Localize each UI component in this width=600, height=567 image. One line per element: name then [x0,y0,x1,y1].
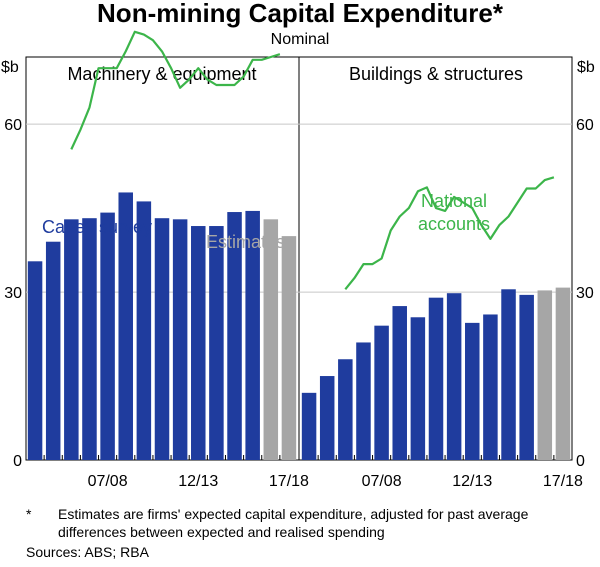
y-tick-label-left: 0 [13,453,22,470]
capex-bar [245,210,260,460]
sources-note: Sources: ABS; RBA [26,544,149,560]
y-tick-label-right: 60 [576,117,594,134]
capex-bar [172,219,188,460]
national-accounts-label-line2: accounts [418,214,490,234]
capex-bar [118,192,133,461]
estimate-bar [281,236,297,460]
capex-bar [483,314,498,460]
footnote-text: Estimates are firms' expected capital ex… [58,506,529,540]
capex-bar [209,226,224,460]
national-accounts-line [344,176,555,290]
footnote-marker: * [26,506,32,522]
national-accounts-line [70,30,281,150]
x-tick-label: 07/08 [362,473,402,490]
y-unit-label-left: $b [1,59,19,76]
capex-bar [392,306,407,460]
capex-bar [45,241,61,460]
capex-bar [82,218,97,460]
capex-bar [501,289,516,460]
capex-bar [227,212,242,460]
national-accounts-label-line1: National [421,191,487,211]
capex-bar [446,293,462,460]
capex-bar [519,294,534,460]
x-tick-label: 12/13 [178,473,218,490]
y-tick-label-left: 30 [4,285,22,302]
estimates-label: Estimates [206,232,285,252]
capex-bar [154,218,170,460]
capex-bar [356,342,371,460]
capex-bar [27,261,43,460]
y-tick-label-left: 60 [4,117,22,134]
chart-subtitle: Nominal [270,31,330,48]
x-tick-label: 12/13 [452,473,492,490]
estimate-bar [555,287,571,460]
capex-bar [301,392,317,460]
estimate-bar [537,290,553,460]
y-unit-label-right: $b [577,59,595,76]
capex-bar [319,376,335,460]
capex-bar [338,359,353,460]
capex-bar [428,297,444,460]
capex-bar [410,317,426,460]
x-tick-label: 17/18 [543,473,583,490]
y-tick-label-right: 30 [576,285,594,302]
capex-bar [100,212,115,460]
capex-bar [374,325,389,460]
x-tick-label: 07/08 [88,473,128,490]
panel-title: Buildings & structures [349,64,523,84]
y-tick-label-right: 0 [576,453,585,470]
estimate-bar [263,219,279,460]
capex-survey-label: Capex survey [42,217,152,237]
capex-bar [136,201,152,461]
chart-title: Non-mining Capital Expenditure* [97,0,503,28]
capex-bar [191,226,206,460]
capex-bar [64,219,79,460]
x-tick-label: 17/18 [269,473,309,490]
capex-bar [465,322,480,460]
